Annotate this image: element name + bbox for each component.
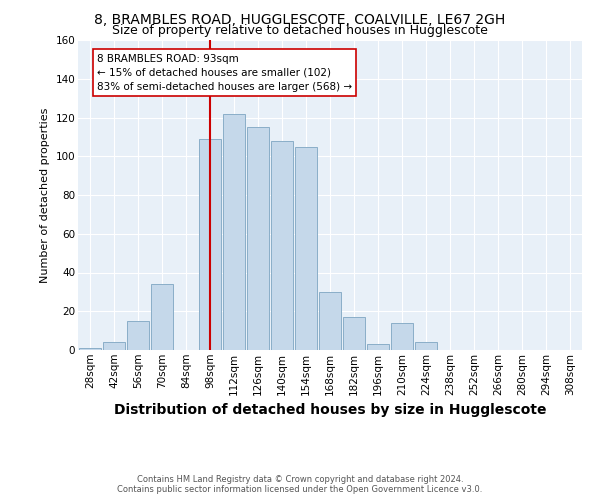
- Bar: [151, 284, 173, 350]
- Bar: [367, 344, 389, 350]
- Bar: [103, 342, 125, 350]
- X-axis label: Distribution of detached houses by size in Hugglescote: Distribution of detached houses by size …: [114, 403, 546, 417]
- Y-axis label: Number of detached properties: Number of detached properties: [40, 108, 50, 282]
- Bar: [199, 139, 221, 350]
- Bar: [247, 127, 269, 350]
- Bar: [343, 317, 365, 350]
- Bar: [391, 323, 413, 350]
- Bar: [295, 146, 317, 350]
- Text: Size of property relative to detached houses in Hugglescote: Size of property relative to detached ho…: [112, 24, 488, 37]
- Text: Contains HM Land Registry data © Crown copyright and database right 2024.
Contai: Contains HM Land Registry data © Crown c…: [118, 474, 482, 494]
- Bar: [79, 348, 101, 350]
- Bar: [127, 321, 149, 350]
- Bar: [223, 114, 245, 350]
- Bar: [319, 292, 341, 350]
- Bar: [415, 342, 437, 350]
- Text: 8, BRAMBLES ROAD, HUGGLESCOTE, COALVILLE, LE67 2GH: 8, BRAMBLES ROAD, HUGGLESCOTE, COALVILLE…: [94, 12, 506, 26]
- Bar: [271, 141, 293, 350]
- Text: 8 BRAMBLES ROAD: 93sqm
← 15% of detached houses are smaller (102)
83% of semi-de: 8 BRAMBLES ROAD: 93sqm ← 15% of detached…: [97, 54, 352, 92]
